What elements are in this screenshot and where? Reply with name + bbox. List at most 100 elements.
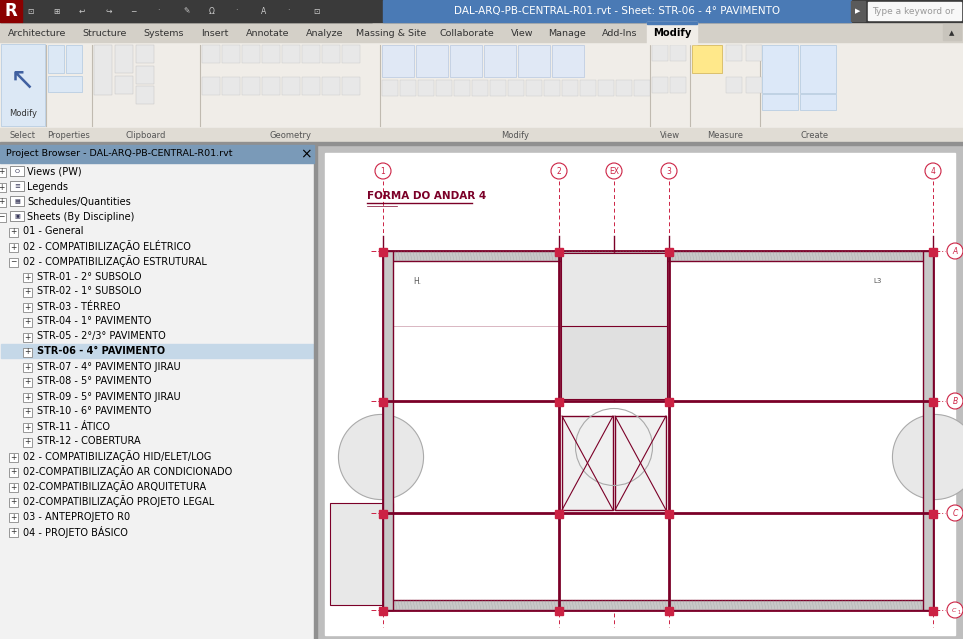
Bar: [23, 272, 32, 282]
Text: +: +: [24, 362, 31, 371]
Text: View: View: [510, 29, 534, 38]
Text: STR-08 - 5° PAVIMENTO: STR-08 - 5° PAVIMENTO: [37, 376, 151, 387]
Bar: [317, 145, 963, 639]
Bar: [670, 77, 686, 93]
Text: ▦: ▦: [14, 199, 20, 204]
Text: ·: ·: [235, 6, 237, 15]
Text: Analyze: Analyze: [306, 29, 344, 38]
Text: STR-09 - 5° PAVIMENTO JIRAU: STR-09 - 5° PAVIMENTO JIRAU: [37, 392, 181, 401]
Text: Legends: Legends: [27, 181, 68, 192]
Bar: [544, 80, 560, 96]
Bar: [490, 80, 506, 96]
Text: ×: ×: [300, 147, 312, 161]
Text: STR-03 - TÉRREO: STR-03 - TÉRREO: [37, 302, 120, 311]
Text: Systems: Systems: [143, 29, 184, 38]
Bar: [330, 503, 393, 605]
Text: Add-Ins: Add-Ins: [602, 29, 638, 38]
Text: ▣: ▣: [14, 214, 20, 219]
Bar: [800, 94, 836, 110]
Text: 02 - COMPATIBILIZAÇÃO ELÉTRICO: 02 - COMPATIBILIZAÇÃO ELÉTRICO: [23, 240, 191, 252]
Bar: [23, 392, 32, 401]
Bar: [383, 600, 933, 610]
Text: Architecture: Architecture: [9, 29, 66, 38]
Circle shape: [893, 415, 963, 500]
Text: 02-COMPATIBILIZAÇÃO ARQUITETURA: 02-COMPATIBILIZAÇÃO ARQUITETURA: [23, 481, 206, 493]
Text: 03 - ANTEPROJETO R0: 03 - ANTEPROJETO R0: [23, 511, 130, 521]
Text: View: View: [660, 130, 680, 139]
Text: Properties: Properties: [47, 130, 91, 139]
Text: Insert: Insert: [201, 29, 228, 38]
Bar: [342, 45, 360, 63]
Bar: [282, 77, 300, 95]
Bar: [746, 45, 762, 61]
Bar: [0, 0, 963, 22]
Bar: [379, 398, 387, 406]
Bar: [202, 77, 220, 95]
Bar: [342, 77, 360, 95]
Text: Schedules/Quantities: Schedules/Quantities: [27, 197, 131, 206]
Bar: [136, 86, 154, 104]
Text: Create: Create: [801, 130, 829, 139]
Text: 3: 3: [666, 167, 671, 176]
Circle shape: [925, 163, 941, 179]
Bar: [23, 378, 32, 387]
Bar: [0, 167, 6, 176]
Bar: [647, 22, 697, 24]
Bar: [552, 45, 584, 77]
Bar: [23, 422, 32, 431]
Text: +: +: [24, 272, 31, 282]
Text: Geometry: Geometry: [269, 130, 311, 139]
Bar: [282, 45, 300, 63]
Text: +: +: [0, 197, 5, 206]
Bar: [115, 45, 133, 73]
Bar: [647, 22, 697, 44]
Text: ✎: ✎: [183, 6, 190, 15]
Bar: [23, 408, 32, 417]
Bar: [379, 607, 387, 615]
Text: 01 - General: 01 - General: [23, 226, 84, 236]
Text: +: +: [11, 482, 16, 491]
Text: ⊡: ⊡: [27, 6, 34, 15]
Text: Measure: Measure: [707, 130, 743, 139]
Bar: [561, 326, 667, 399]
Bar: [202, 45, 220, 63]
Bar: [726, 77, 742, 93]
Text: Select: Select: [10, 130, 36, 139]
Bar: [0, 183, 6, 192]
Bar: [262, 77, 280, 95]
Bar: [222, 45, 240, 63]
Bar: [379, 510, 387, 518]
Circle shape: [551, 163, 567, 179]
Text: Modify: Modify: [653, 28, 691, 38]
Text: +: +: [24, 288, 31, 296]
Bar: [0, 145, 314, 639]
Bar: [10, 196, 24, 206]
Bar: [9, 498, 18, 507]
Text: ≡: ≡: [14, 183, 20, 190]
Text: 02-COMPATIBILIZAÇÃO AR CONDICIONADO: 02-COMPATIBILIZAÇÃO AR CONDICIONADO: [23, 466, 232, 477]
Bar: [23, 438, 32, 447]
Bar: [929, 607, 937, 615]
Bar: [383, 251, 393, 610]
Bar: [115, 76, 133, 94]
Text: +: +: [0, 167, 5, 176]
Bar: [10, 181, 24, 191]
Bar: [726, 45, 742, 61]
Bar: [242, 45, 260, 63]
Circle shape: [606, 163, 622, 179]
Circle shape: [661, 163, 677, 179]
Bar: [454, 80, 470, 96]
Text: +: +: [11, 468, 16, 477]
Bar: [484, 45, 516, 77]
Text: B: B: [952, 397, 957, 406]
Text: R: R: [5, 2, 17, 20]
Bar: [382, 80, 398, 96]
Text: 02 - COMPATIBILIZAÇÃO HID/ELET/LOG: 02 - COMPATIBILIZAÇÃO HID/ELET/LOG: [23, 450, 211, 463]
Bar: [418, 80, 434, 96]
Text: H.: H.: [413, 277, 421, 286]
Text: STR-10 - 6° PAVIMENTO: STR-10 - 6° PAVIMENTO: [37, 406, 151, 417]
Text: ▶: ▶: [855, 8, 861, 14]
Bar: [0, 42, 963, 142]
Text: C: C: [951, 608, 956, 613]
Bar: [561, 253, 667, 328]
